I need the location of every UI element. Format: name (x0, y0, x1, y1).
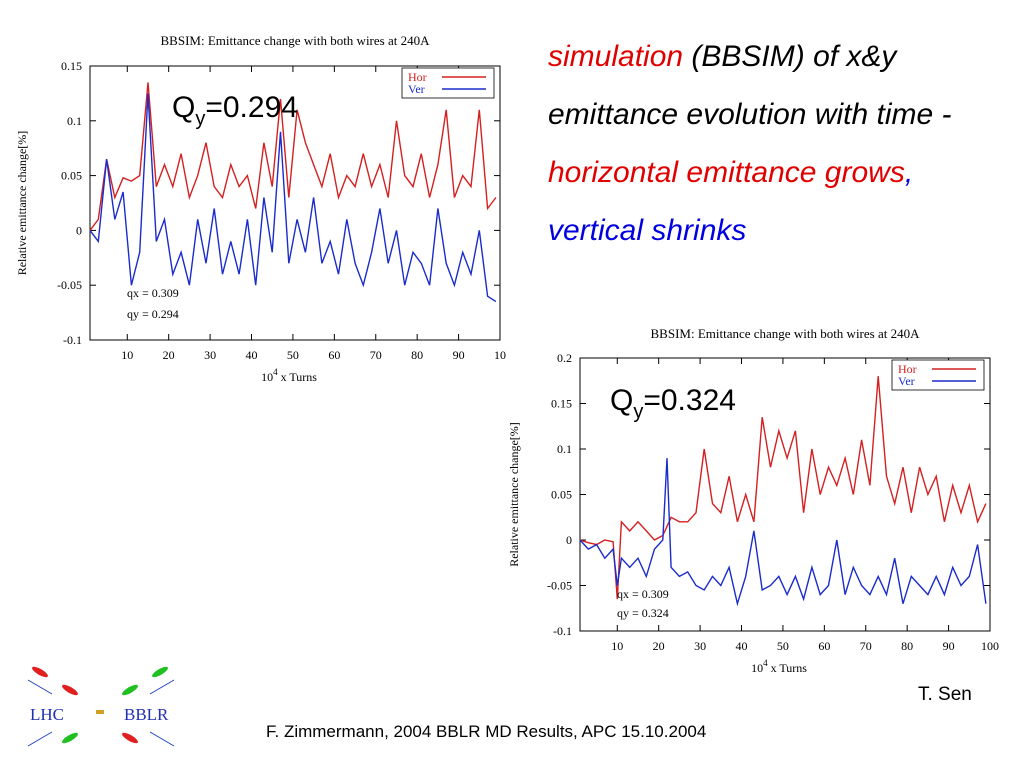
q-annotation: Qy=0.324 (610, 384, 736, 423)
x-tick-label: 10 (611, 639, 623, 653)
y-tick-label: 0 (76, 223, 82, 237)
y-tick-label: 0.15 (61, 59, 82, 73)
text-part: y (195, 108, 205, 130)
tune-note: qy = 0.324 (617, 606, 669, 620)
x-tick-label: 20 (163, 348, 175, 362)
text-part: =0.324 (643, 384, 736, 417)
logo-text: LHC (30, 705, 64, 724)
logo-mark (152, 666, 168, 678)
y-tick-label: 0.1 (67, 114, 82, 128)
logo-mark (122, 684, 138, 696)
legend-box (891, 359, 985, 391)
tune-note: qx = 0.309 (127, 286, 179, 300)
y-tick-label: 0.05 (61, 169, 82, 183)
chart: BBSIM: Emittance change with both wires … (15, 33, 506, 384)
y-tick-label: 0.1 (557, 442, 572, 456)
text-part: 4 (763, 658, 768, 668)
y-axis-label: Relative emittance change[%] (15, 131, 29, 276)
x-tick-label: 50 (777, 639, 789, 653)
text-part: =0.294 (205, 91, 298, 124)
text-part: x Turns (768, 661, 808, 675)
chart-title: BBSIM: Emittance change with both wires … (651, 326, 921, 341)
footer: F. Zimmermann, 2004 BBLR MD Results, APC… (266, 722, 707, 741)
y-tick-label: -0.1 (63, 333, 82, 347)
x-tick-label: 30 (694, 639, 706, 653)
x-tick-label: 60 (818, 639, 830, 653)
x-tick-label: 80 (901, 639, 913, 653)
legend-label: Ver (898, 374, 915, 388)
text-segment: simulation (548, 40, 684, 73)
legend-label: Hor (408, 70, 427, 84)
text-part: 4 (273, 367, 278, 377)
y-tick-label: 0 (566, 533, 572, 547)
tune-note: qy = 0.294 (127, 307, 179, 321)
text-part: x Turns (278, 370, 318, 384)
logo-line (149, 731, 175, 747)
x-tick-label: 50 (287, 348, 299, 362)
y-tick-label: 0.15 (551, 397, 572, 411)
data-line (89, 82, 497, 231)
logo-line (149, 679, 175, 695)
text-part: y (633, 401, 643, 423)
text-part: Q (610, 384, 633, 417)
y-axis-label: Relative emittance change[%] (507, 422, 521, 567)
legend-box (401, 67, 495, 99)
x-tick-label: 90 (453, 348, 465, 362)
x-tick-label: 70 (860, 639, 872, 653)
y-tick-label: -0.05 (547, 579, 572, 593)
q-annotation: Qy=0.294 (172, 91, 298, 130)
logo-mark (32, 666, 48, 678)
y-tick-label: -0.1 (553, 624, 572, 638)
x-tick-label: 10 (494, 348, 506, 362)
x-tick-label: 20 (653, 639, 665, 653)
y-tick-label: 0.05 (551, 488, 572, 502)
y-tick-label: 0.2 (557, 351, 572, 365)
text-part: 10 (261, 370, 273, 384)
logo-line (27, 679, 53, 695)
text-part: 10 (751, 661, 763, 675)
data-line (579, 376, 987, 600)
description: simulation (BBSIM) of x&y emittance evol… (548, 28, 1010, 260)
x-tick-label: 40 (736, 639, 748, 653)
logo-mark (62, 732, 78, 744)
chart: BBSIM: Emittance change with both wires … (507, 326, 999, 675)
logo-mark (96, 710, 104, 714)
logo-mark (62, 684, 78, 696)
legend-label: Hor (898, 362, 917, 376)
x-tick-label: 10 (121, 348, 133, 362)
data-line (89, 93, 497, 303)
logo-line (27, 731, 53, 747)
logo-mark (122, 732, 138, 744)
y-tick-label: -0.05 (57, 278, 82, 292)
logo-text: BBLR (124, 705, 169, 724)
x-axis-label: 104 x Turns (751, 658, 807, 675)
x-tick-label: 90 (943, 639, 955, 653)
data-line (579, 458, 987, 607)
x-axis-label: 104 x Turns (261, 367, 317, 384)
text-part: Q (172, 91, 195, 124)
legend-label: Ver (408, 82, 425, 96)
x-tick-label: 70 (370, 348, 382, 362)
plot-frame (89, 65, 501, 341)
chart-title: BBSIM: Emittance change with both wires … (161, 33, 431, 48)
logo: LHC BBLR (27, 666, 175, 747)
x-tick-label: 80 (411, 348, 423, 362)
x-tick-label: 40 (246, 348, 258, 362)
x-tick-label: 100 (981, 639, 999, 653)
author: T. Sen (918, 684, 972, 705)
x-tick-label: 60 (328, 348, 340, 362)
tune-note: qx = 0.309 (617, 587, 669, 601)
x-tick-label: 30 (204, 348, 216, 362)
text-segment: (BBSIM) of x&y emittance evolution with … (548, 40, 952, 131)
text-segment: , vertical shrinks (548, 156, 914, 247)
text-segment: horizontal emittance grows (548, 156, 905, 189)
